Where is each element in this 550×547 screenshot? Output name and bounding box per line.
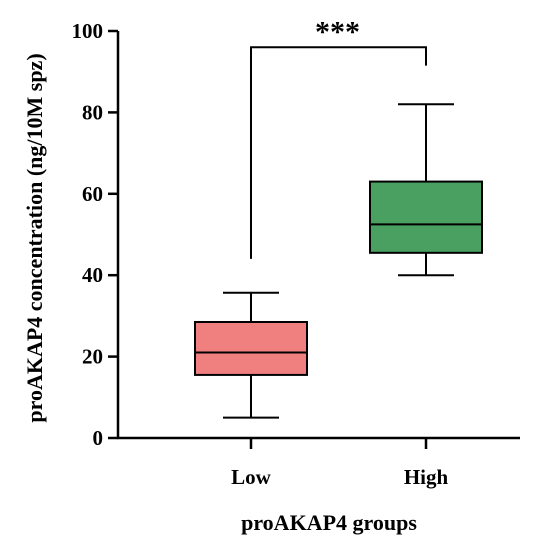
x-axis: Low High: [117, 436, 520, 489]
x-tick-label-low: Low: [231, 465, 272, 489]
y-tick-label: 20: [82, 345, 103, 369]
boxes: [194, 103, 483, 419]
x-ticks: Low High: [231, 438, 448, 489]
iqr-box: [194, 321, 308, 376]
y-tick-label: 60: [82, 182, 103, 206]
significance-bracket: ***: [250, 15, 427, 259]
bracket-line: [250, 46, 427, 259]
y-ticks: 0 20 40 60 80 100: [72, 19, 118, 450]
iqr-box: [369, 180, 483, 254]
x-axis-title: proAKAP4 groups: [241, 510, 417, 535]
significance-label: ***: [315, 15, 360, 48]
y-axis: 0 20 40 60 80 100: [72, 19, 120, 450]
box-high: [369, 103, 483, 277]
box-low: [194, 291, 308, 419]
y-tick-label: 80: [82, 100, 103, 124]
y-tick-label: 100: [72, 19, 104, 43]
y-tick-label: 40: [82, 263, 103, 287]
y-axis-title: proAKAP4 concentration (ng/10M spz): [22, 53, 47, 422]
x-tick-label-high: High: [404, 465, 449, 489]
y-tick-label: 0: [93, 426, 104, 450]
